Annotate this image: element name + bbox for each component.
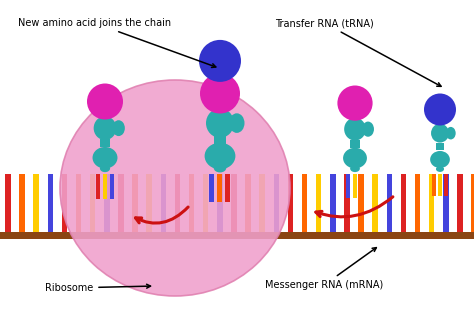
Bar	[19, 174, 25, 232]
Bar	[104, 174, 109, 232]
Bar	[429, 174, 434, 232]
Bar	[34, 174, 39, 232]
Ellipse shape	[100, 165, 110, 172]
Bar	[100, 139, 110, 147]
Ellipse shape	[205, 143, 236, 169]
Bar	[90, 174, 95, 232]
Bar	[457, 174, 463, 232]
Bar	[0, 232, 474, 238]
Bar	[217, 174, 223, 232]
Bar	[226, 174, 230, 202]
Bar	[330, 174, 336, 232]
Bar	[273, 174, 279, 232]
Bar	[218, 174, 222, 202]
Text: Transfer RNA (tRNA): Transfer RNA (tRNA)	[275, 18, 441, 86]
Ellipse shape	[60, 80, 290, 296]
Bar	[203, 174, 209, 232]
Bar	[210, 174, 215, 202]
Bar	[76, 174, 82, 232]
Bar	[175, 174, 180, 232]
Bar	[471, 174, 474, 232]
Ellipse shape	[446, 127, 456, 140]
Bar	[438, 174, 442, 196]
Bar	[214, 135, 226, 144]
Bar	[443, 174, 448, 232]
Text: New amino acid joins the chain: New amino acid joins the chain	[18, 18, 216, 67]
Bar	[103, 174, 107, 199]
Circle shape	[199, 40, 241, 82]
Bar	[47, 174, 53, 232]
Circle shape	[87, 83, 123, 119]
Ellipse shape	[112, 120, 125, 136]
Bar	[386, 174, 392, 232]
Ellipse shape	[343, 148, 367, 169]
Bar	[62, 174, 67, 232]
Bar	[415, 174, 420, 232]
Bar	[401, 174, 406, 232]
Bar	[346, 174, 350, 198]
Bar	[161, 174, 166, 232]
Bar	[110, 174, 114, 199]
Ellipse shape	[214, 163, 226, 172]
Bar	[350, 140, 360, 148]
Bar	[5, 174, 11, 232]
Text: Messenger RNA (mRNA): Messenger RNA (mRNA)	[265, 248, 383, 290]
Bar	[316, 174, 321, 232]
Ellipse shape	[229, 113, 245, 133]
Text: Ribosome: Ribosome	[45, 283, 151, 293]
Circle shape	[200, 73, 240, 113]
Ellipse shape	[92, 147, 118, 169]
Bar	[118, 174, 124, 232]
Bar	[344, 174, 350, 232]
Bar	[432, 174, 436, 196]
Bar	[189, 174, 194, 232]
Bar	[96, 174, 100, 199]
Ellipse shape	[94, 116, 116, 140]
Bar	[360, 174, 364, 198]
Ellipse shape	[350, 165, 360, 172]
Bar	[358, 174, 364, 232]
Circle shape	[424, 94, 456, 125]
Bar	[259, 174, 265, 232]
Ellipse shape	[362, 122, 374, 137]
Ellipse shape	[430, 151, 450, 168]
Bar	[288, 174, 293, 232]
Bar	[231, 174, 237, 232]
Bar	[436, 143, 444, 150]
Ellipse shape	[436, 166, 444, 172]
Ellipse shape	[431, 124, 449, 143]
Bar	[132, 174, 138, 232]
Bar	[373, 174, 378, 232]
Ellipse shape	[344, 118, 366, 140]
Bar	[445, 174, 448, 196]
Bar	[146, 174, 152, 232]
Bar	[353, 174, 357, 198]
Bar	[246, 174, 251, 232]
Circle shape	[337, 85, 373, 121]
Bar	[302, 174, 307, 232]
Ellipse shape	[206, 108, 234, 138]
